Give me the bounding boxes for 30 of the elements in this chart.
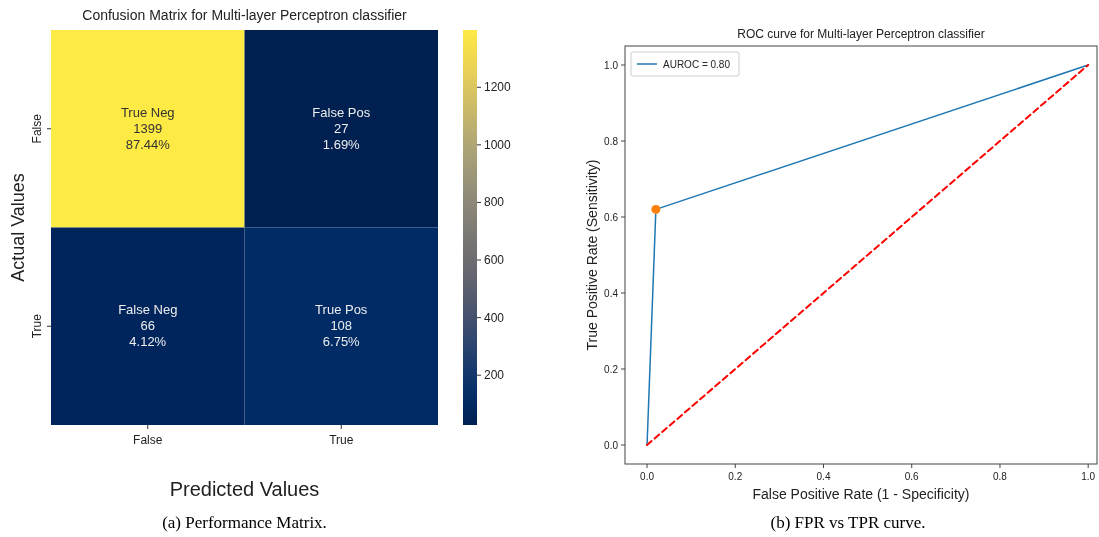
x-tick-label: 0.0	[640, 471, 655, 482]
text: (a) Performance Matrix.	[162, 513, 327, 532]
y-axis-title: Actual Values	[8, 173, 28, 282]
y-tick-label: 0.2	[604, 364, 619, 375]
color-bar-label: 400	[484, 310, 505, 325]
y-tick-label: 0.8	[604, 136, 619, 147]
legend-label: AUROC = 0.80	[663, 59, 731, 70]
chart-title: ROC curve for Multi-layer Perceptron classifier	[737, 27, 985, 41]
x-tick-label: 0.6	[904, 471, 920, 482]
color-bar-label: 800	[484, 195, 505, 210]
x-axis-title: Predicted Values	[169, 478, 320, 500]
data-label: False Pos 27 1.69%	[312, 104, 371, 152]
x-tick-label: 1.0	[1081, 471, 1096, 482]
y-tick-label: 0.4	[604, 288, 619, 299]
color-bar-label: 1200	[484, 80, 512, 95]
color-bar-label: 600	[484, 253, 505, 268]
x-tick-label: 0.4	[816, 471, 831, 482]
data-label: True Neg 1399 87.44%	[120, 104, 175, 152]
y-axis-title: True Positive Rate (Sensitivity)	[584, 159, 600, 351]
x-axis-title: False Positive Rate (1 - Specificity)	[752, 486, 970, 502]
color-bar-label: 1000	[484, 137, 512, 152]
x-tick-label: 0.2	[728, 471, 743, 482]
y-tick-label: 0.6	[604, 212, 619, 223]
data-label: True Pos 108 6.75%	[315, 302, 368, 350]
y-tick-label: 1.0	[604, 60, 619, 71]
text: (b) FPR vs TPR curve.	[770, 513, 926, 532]
data-label: False Neg 66 4.12%	[118, 302, 178, 350]
color-bar-label: 200	[484, 368, 505, 383]
x-tick-label: 0.8	[993, 471, 1008, 482]
chart-title: Confusion Matrix for Multi-layer Perceptron classifier	[82, 7, 408, 23]
